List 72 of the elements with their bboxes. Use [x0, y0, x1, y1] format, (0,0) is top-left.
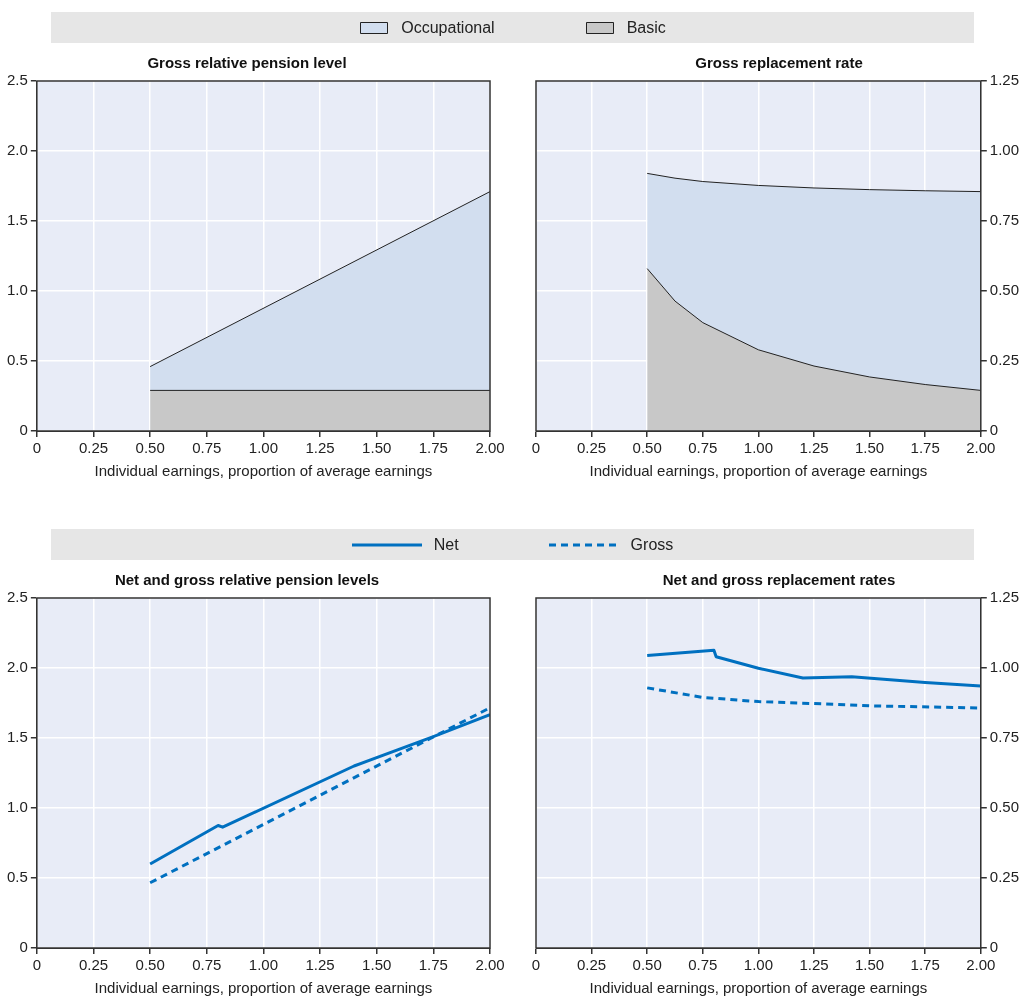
y-tick-label: 0.50 [989, 798, 1020, 816]
x-tick-label: 1.25 [305, 956, 335, 974]
x-tick-label: 1.00 [743, 956, 773, 974]
y-tick-label: 2.5 [6, 71, 28, 89]
x-axis-title: Individual earnings, proportion of average earnings [94, 979, 433, 997]
x-tick-label: 0.50 [135, 439, 165, 457]
x-tick-label: 1.75 [418, 439, 448, 457]
x-tick-label: 1.50 [855, 956, 885, 974]
y-tick-label: 0.50 [989, 281, 1020, 299]
x-tick-label: 0.25 [577, 956, 607, 974]
y-tick-label: 0.5 [6, 351, 28, 369]
x-tick-label: 1.00 [743, 439, 773, 457]
chart-title: Net and gross relative pension levels [114, 571, 380, 589]
x-tick-label: 1.50 [362, 439, 392, 457]
x-tick-label: 0 [531, 956, 541, 974]
x-tick-label: 0.75 [688, 439, 718, 457]
x-tick-label: 1.50 [362, 956, 392, 974]
legend-label: Basic [626, 18, 666, 37]
x-tick-label: 0.75 [688, 956, 718, 974]
y-tick-label: 0.75 [989, 728, 1020, 746]
x-tick-label: 0.50 [135, 956, 165, 974]
x-tick-label: 1.75 [910, 439, 940, 457]
chart-title: Gross replacement rate [695, 54, 863, 72]
y-tick-label: 0.5 [6, 868, 28, 886]
x-tick-label: 1.25 [305, 439, 335, 457]
x-tick-label: 0.75 [192, 439, 222, 457]
x-tick-label: 1.75 [910, 956, 940, 974]
legend-label: Net [433, 535, 459, 554]
x-axis-title: Individual earnings, proportion of average earnings [589, 462, 928, 480]
y-tick-label: 0.25 [989, 868, 1020, 886]
x-tick-label: 0.50 [632, 439, 662, 457]
y-tick-label: 1.25 [989, 71, 1020, 89]
x-tick-label: 0.50 [632, 956, 662, 974]
y-tick-label: 0 [989, 938, 999, 956]
x-tick-label: 0.25 [577, 439, 607, 457]
y-tick-label: 1.5 [6, 728, 28, 746]
y-tick-label: 2.5 [6, 588, 28, 606]
y-tick-label: 1.00 [989, 658, 1020, 676]
y-tick-label: 0.25 [989, 351, 1020, 369]
x-tick-label: 1.25 [799, 956, 829, 974]
legend-label: Gross [630, 535, 674, 554]
y-tick-label: 1.0 [6, 798, 28, 816]
y-tick-label: 0.75 [989, 211, 1020, 229]
y-tick-label: 2.0 [6, 658, 28, 676]
x-tick-label: 1.00 [248, 439, 279, 457]
x-tick-label: 0 [32, 439, 42, 457]
chart-title: Net and gross replacement rates [662, 571, 896, 589]
x-tick-label: 2.00 [475, 439, 505, 457]
y-tick-label: 0 [989, 421, 999, 439]
x-axis-title: Individual earnings, proportion of average earnings [94, 462, 433, 480]
x-tick-label: 0.75 [192, 956, 222, 974]
x-tick-label: 1.75 [418, 956, 448, 974]
x-tick-label: 1.25 [799, 439, 829, 457]
y-tick-label: 0 [19, 421, 28, 439]
y-tick-label: 2.0 [6, 141, 28, 159]
chart-title: Gross relative pension level [147, 54, 347, 72]
x-tick-label: 2.00 [475, 956, 505, 974]
x-tick-label: 2.00 [966, 956, 996, 974]
y-tick-label: 1.25 [989, 588, 1020, 606]
x-tick-label: 0 [531, 439, 541, 457]
x-axis-title: Individual earnings, proportion of average earnings [589, 979, 928, 997]
y-tick-label: 1.5 [6, 211, 28, 229]
x-tick-label: 0.25 [78, 439, 109, 457]
y-tick-label: 1.0 [6, 281, 28, 299]
x-tick-label: 0.25 [78, 956, 109, 974]
x-tick-label: 1.50 [855, 439, 885, 457]
legend-label: Occupational [401, 18, 495, 37]
x-tick-label: 0 [32, 956, 42, 974]
y-tick-label: 0 [19, 938, 28, 956]
x-tick-label: 1.00 [248, 956, 279, 974]
x-tick-label: 2.00 [966, 439, 996, 457]
y-tick-label: 1.00 [989, 141, 1020, 159]
